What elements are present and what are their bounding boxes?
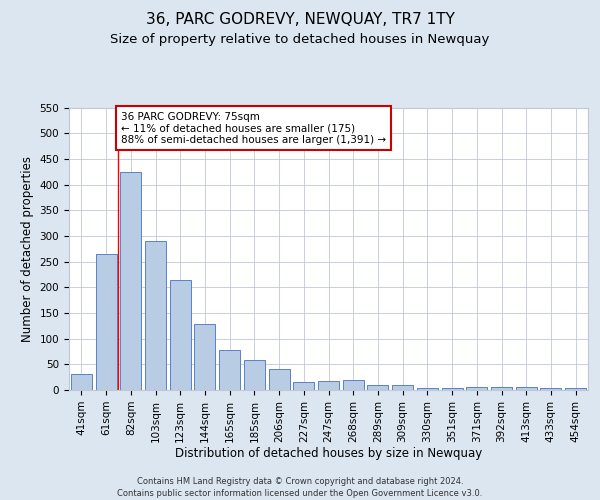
Y-axis label: Number of detached properties: Number of detached properties (21, 156, 34, 342)
Bar (392, 385, 413, 390)
Bar (442, 388, 463, 390)
Bar (417, 388, 438, 390)
X-axis label: Distribution of detached houses by size in Newquay: Distribution of detached houses by size … (175, 448, 482, 460)
Text: 36, PARC GODREVY, NEWQUAY, TR7 1TY: 36, PARC GODREVY, NEWQUAY, TR7 1TY (146, 12, 454, 28)
Bar (269, 370, 290, 390)
Bar (194, 324, 215, 390)
Bar (491, 388, 512, 390)
Bar (244, 360, 265, 390)
Text: 36 PARC GODREVY: 75sqm
← 11% of detached houses are smaller (175)
88% of semi-de: 36 PARC GODREVY: 75sqm ← 11% of detached… (121, 112, 386, 145)
Bar (318, 381, 339, 390)
Bar (367, 385, 388, 390)
Bar (145, 241, 166, 390)
Text: Contains public sector information licensed under the Open Government Licence v3: Contains public sector information licen… (118, 488, 482, 498)
Bar (219, 350, 240, 390)
Bar (95, 254, 116, 390)
Bar (120, 172, 141, 390)
Bar (516, 388, 537, 390)
Text: Contains HM Land Registry data © Crown copyright and database right 2024.: Contains HM Land Registry data © Crown c… (137, 477, 463, 486)
Bar (293, 382, 314, 390)
Bar (541, 388, 562, 390)
Bar (343, 380, 364, 390)
Text: Size of property relative to detached houses in Newquay: Size of property relative to detached ho… (110, 32, 490, 46)
Bar (71, 374, 92, 390)
Bar (170, 280, 191, 390)
Bar (565, 388, 586, 390)
Bar (466, 388, 487, 390)
